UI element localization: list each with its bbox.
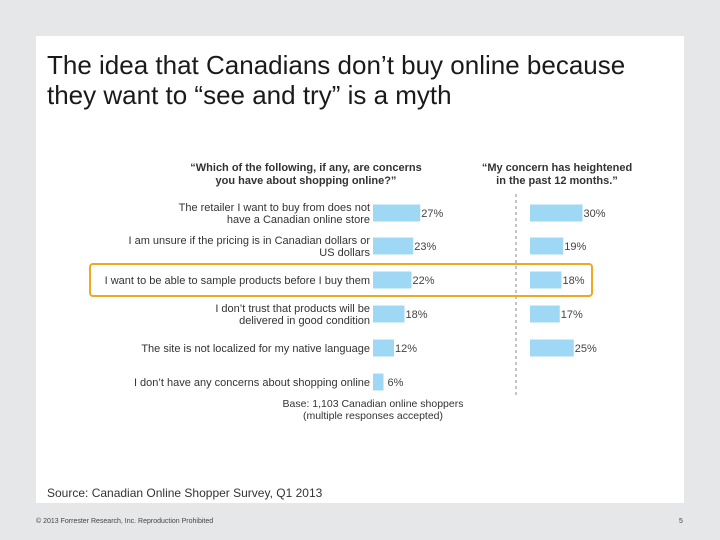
left-column-heading: “Which of the following, if any, are con… [190, 162, 421, 174]
category-label: I want to be able to sample products bef… [105, 275, 370, 287]
concern-value-label: 22% [412, 275, 434, 287]
concern-bar [373, 204, 421, 222]
concern-value-label: 23% [414, 241, 436, 253]
base-note: (multiple responses accepted) [303, 410, 443, 422]
category-label: I don’t trust that products will be [215, 303, 370, 315]
heightened-value-label: 18% [562, 275, 584, 287]
left-column-heading: you have about shopping online?” [216, 175, 397, 187]
source-note: Source: Canadian Online Shopper Survey, … [47, 486, 323, 500]
heightened-value-label: 17% [561, 309, 583, 321]
slide-title: The idea that Canadians don’t buy online… [47, 50, 626, 110]
concern-bar [373, 373, 384, 391]
page-number: 5 [679, 518, 683, 525]
heightened-value-label: 30% [583, 208, 605, 220]
heightened-value-label: 25% [575, 343, 597, 355]
category-label: The retailer I want to buy from does not [179, 202, 370, 214]
concern-value-label: 18% [405, 309, 427, 321]
category-label: I don’t have any concerns about shopping… [134, 377, 370, 389]
category-label: I am unsure if the pricing is in Canadia… [128, 235, 370, 247]
right-column-heading: in the past 12 months.” [496, 175, 618, 187]
slide-panel [36, 36, 684, 503]
category-label: The site is not localized for my native … [141, 343, 370, 355]
category-label: have a Canadian online store [227, 214, 370, 226]
category-label: US dollars [319, 247, 370, 259]
category-label: delivered in good condition [239, 315, 370, 327]
heightened-bar [530, 204, 583, 222]
base-note: Base: 1,103 Canadian online shoppers [283, 398, 464, 410]
heightened-bar [530, 339, 574, 357]
concern-value-label: 27% [421, 208, 443, 220]
footer-copyright: © 2013 Forrester Research, Inc. Reproduc… [36, 518, 214, 525]
concern-value-label: 12% [395, 343, 417, 355]
right-column-heading: “My concern has heightened [482, 162, 632, 174]
highlight-frame [89, 263, 593, 297]
heightened-bar [530, 271, 562, 289]
concern-bar [373, 271, 412, 289]
heightened-value-label: 19% [564, 241, 586, 253]
heightened-bar [530, 237, 564, 255]
concern-bar [373, 237, 414, 255]
concern-value-label: 6% [388, 377, 404, 389]
concern-bar [373, 305, 405, 323]
heightened-bar [530, 305, 560, 323]
concern-bar [373, 339, 394, 357]
